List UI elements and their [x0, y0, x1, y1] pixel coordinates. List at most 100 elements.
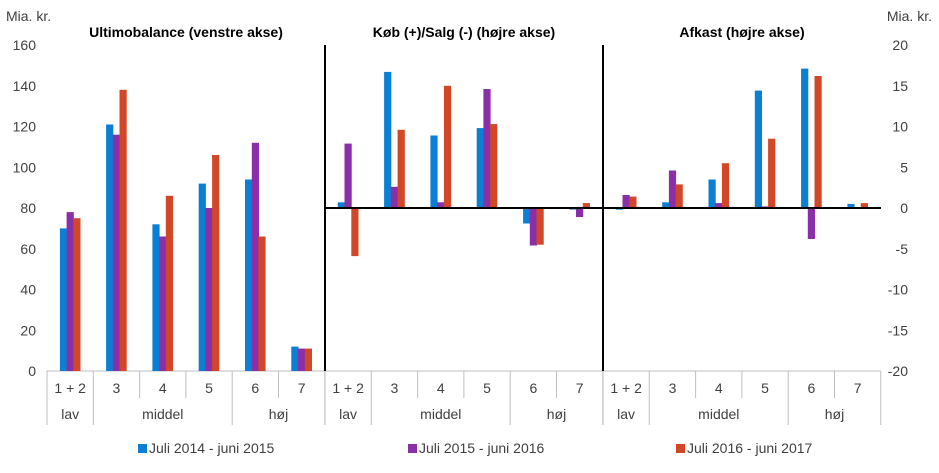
group-label: middel [142, 406, 183, 422]
category-label: 6 [808, 380, 816, 396]
left-tick-label: 20 [20, 322, 36, 338]
legend-item-2014: Juli 2014 - juni 2015 [138, 440, 274, 456]
category-label: 4 [715, 380, 723, 396]
right-tick-label: 0 [900, 200, 908, 216]
bar-p1-s1-c6 [291, 346, 299, 371]
bar-p3-s2-c5 [807, 208, 815, 239]
group-label: middel [698, 406, 739, 422]
category-label: 3 [113, 380, 121, 396]
right-tick-label: 10 [892, 119, 908, 135]
panel-title-3: Afkast (højre akse) [679, 24, 804, 40]
bar-p3-s1-c2 [662, 202, 670, 208]
right-tick-label: -20 [888, 363, 908, 379]
bar-p2-s3-c5 [536, 208, 544, 245]
group-label: høj [547, 406, 566, 422]
bar-p1-s3-c6 [304, 348, 312, 371]
panel-title-1: Ultimobalance (venstre akse) [89, 24, 283, 40]
bar-p1-s1-c2 [106, 124, 114, 371]
group-label: lav [339, 406, 357, 422]
right-tick-label: 20 [892, 37, 908, 53]
bar-p1-s3-c4 [212, 155, 220, 371]
left-tick-label: 60 [20, 241, 36, 257]
left-tick-label: 160 [13, 37, 37, 53]
legend-label-2015: Juli 2015 - juni 2016 [419, 440, 545, 456]
bar-p3-s1-c4 [754, 90, 762, 208]
bar-p2-s2-c1 [344, 143, 352, 208]
bar-p1-s1-c1 [59, 228, 68, 371]
bar-p1-s3-c5 [258, 236, 266, 371]
bar-p3-s3-c3 [721, 163, 730, 208]
bar-p3-s2-c3 [715, 203, 723, 208]
bar-p1-s2-c4 [205, 208, 213, 371]
legend-item-2016: Juli 2016 - juni 2017 [676, 440, 812, 456]
right-tick-label: 15 [892, 78, 908, 94]
left-tick-label: 80 [20, 200, 36, 216]
category-label: 7 [854, 380, 862, 396]
bar-p3-s2-c2 [668, 170, 677, 208]
category-label: 6 [251, 380, 259, 396]
left-tick-label: 140 [13, 78, 37, 94]
group-label: lav [617, 406, 635, 422]
bar-p2-s2-c6 [576, 208, 584, 217]
bar-p3-s3-c1 [629, 196, 637, 208]
chart-svg: 0 20 40 60 80 100 120 140 160 -20 -15 -10 -5 0 5 10 15 20… [6, 8, 932, 425]
right-tick-label: -10 [888, 282, 908, 298]
category-label: 4 [437, 380, 445, 396]
legend-label-2016: Juli 2016 - juni 2017 [687, 440, 813, 456]
bar-p2-s3-c1 [351, 208, 359, 257]
axis-lines [324, 45, 881, 371]
right-tick-label: -15 [888, 322, 908, 338]
category-label: 3 [669, 380, 677, 396]
bar-p1-s1-c4 [198, 183, 206, 371]
legend-swatch-2016 [676, 444, 685, 453]
bar-p1-s2-c5 [251, 142, 259, 371]
left-axis-unit: Mia. kr. [6, 8, 51, 24]
bar-p2-s3-c4 [490, 124, 498, 208]
left-tick-label: 100 [13, 159, 37, 175]
bar-p2-s3-c6 [582, 203, 590, 208]
group-label: middel [420, 406, 461, 422]
category-label: 3 [391, 380, 399, 396]
category-label: 5 [483, 380, 491, 396]
legend-swatch-2015 [408, 444, 417, 453]
panel-title-2: Køb (+)/Salg (-) (højre akse) [373, 24, 555, 40]
bar-p2-s2-c4 [483, 89, 491, 208]
category-label: 5 [205, 380, 213, 396]
legend-swatch-2014 [138, 444, 147, 453]
bar-p3-s3-c5 [814, 76, 822, 208]
bar-p1-s2-c3 [159, 236, 167, 371]
category-label: 1 + 2 [332, 380, 364, 396]
bar-p1-s3-c1 [73, 218, 81, 371]
bar-p3-s2-c1 [622, 195, 630, 208]
bar-p1-s1-c3 [152, 224, 160, 371]
bar-p2-s2-c5 [529, 208, 537, 246]
bar-p3-s3-c2 [675, 184, 683, 208]
plot-frame [46, 370, 882, 425]
bar-p1-s2-c2 [112, 134, 120, 371]
left-tick-label: 0 [28, 363, 36, 379]
bar-p1-s3-c2 [119, 89, 127, 372]
bar-p2-s2-c2 [390, 186, 398, 208]
right-tick-label: -5 [896, 241, 909, 257]
bar-p2-s1-c2 [384, 71, 392, 209]
category-label: 7 [576, 380, 584, 396]
category-label: 7 [298, 380, 306, 396]
bar-p3-s1-c5 [801, 68, 809, 208]
bar-p3-s3-c6 [860, 203, 868, 208]
group-label: høj [269, 406, 288, 422]
bar-p3-s1-c3 [708, 179, 716, 208]
bar-p2-s3-c3 [443, 85, 452, 209]
bar-p1-s2-c6 [298, 348, 306, 371]
category-label: 4 [159, 380, 167, 396]
bar-p2-s1-c3 [430, 135, 438, 208]
group-label: lav [61, 406, 79, 422]
bar-p2-s2-c3 [437, 202, 445, 208]
labels: 0 20 40 60 80 100 120 140 160 -20 -15 -10 -5 0 5 10 15 20… [6, 8, 932, 422]
bar-p1-s3-c3 [165, 195, 173, 371]
bar-p3-s1-c6 [847, 203, 855, 208]
bar-p2-s1-c4 [476, 128, 484, 208]
bar-p2-s1-c1 [337, 202, 345, 208]
left-tick-label: 120 [13, 119, 37, 135]
category-label: 5 [761, 380, 769, 396]
